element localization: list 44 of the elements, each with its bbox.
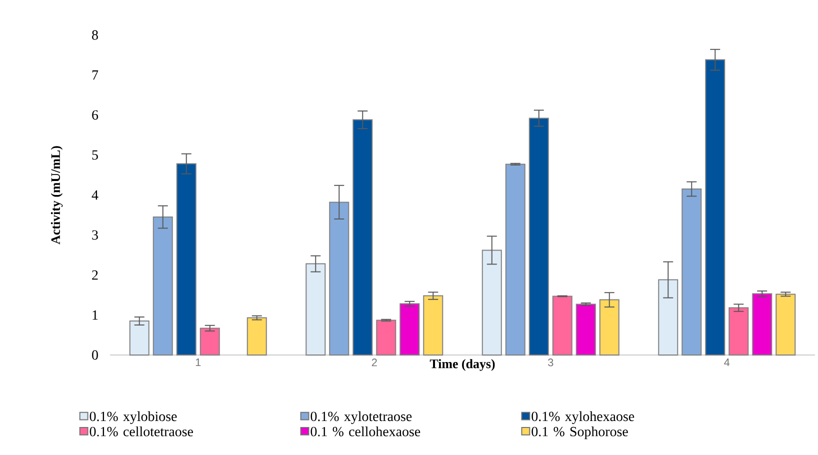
bar [482,250,502,356]
bar [752,293,772,356]
bar [176,163,196,356]
bar [728,307,749,356]
bar [576,304,596,356]
bar [705,59,726,356]
legend-label: 0.1% xylohexaose [532,411,634,424]
legend-label: 0.1% xylotetraose [310,411,412,424]
legend-label: 0.1 % Sophorose [532,426,628,440]
x-axis-title: Time (days) [430,359,495,371]
x-tick-label: 2 [372,358,377,366]
bar [246,317,267,356]
legend-label: 0.1 % cellohexaose [310,426,420,436]
x-tick-label: 4 [724,358,730,366]
bar [200,328,220,356]
bar [658,279,678,356]
bar [306,263,326,356]
bar [682,188,702,356]
bar [528,118,549,356]
legend-label: 0.1% cellotetraose [90,426,193,436]
bar [376,320,396,356]
y-tick-label: 7 [92,70,98,80]
y-tick-label: 4 [92,190,98,200]
bar [129,320,150,356]
x-tick-label: 1 [196,358,201,366]
bar [505,164,526,356]
bar [776,294,796,356]
bar [329,202,350,356]
y-tick-label: 1 [92,310,98,320]
legend-label: 0.1% xylobiose [90,411,177,424]
y-tick-label: 8 [92,30,98,40]
y-tick-label: 0 [92,350,98,360]
y-tick-label: 2 [92,270,98,280]
bar [400,303,420,356]
bar [352,119,373,356]
bar [552,296,572,356]
y-axis-title: Activity (mU/mL) [50,146,63,244]
bar [599,299,620,356]
y-tick-label: 6 [92,110,98,120]
y-tick-label: 3 [92,230,98,240]
bar [423,295,444,356]
y-tick-label: 5 [92,150,98,160]
bar [152,216,173,356]
x-tick-label: 3 [548,358,554,366]
